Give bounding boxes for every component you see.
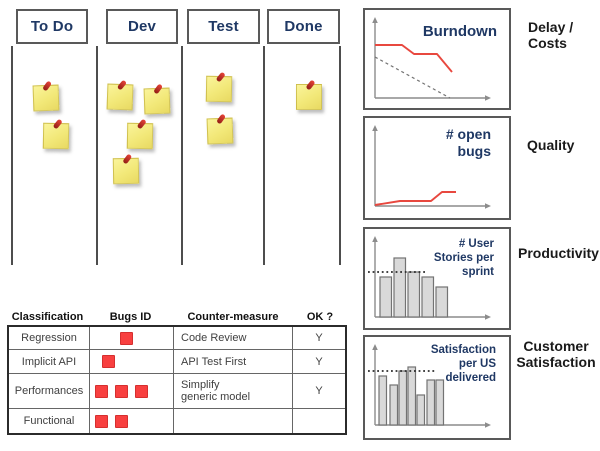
user-stories-chart: # User Stories per sprint <box>363 227 511 330</box>
sticky-note[interactable] <box>205 71 233 103</box>
bug-marker[interactable] <box>95 384 108 398</box>
classification-cell: Performances <box>14 385 84 397</box>
column-header-done: Done <box>267 9 340 44</box>
col-header-counter-measure: Counter-measure <box>187 311 279 323</box>
classification-cell: Implicit API <box>21 355 77 368</box>
chart-title: Burndown <box>422 23 497 40</box>
counter-measure-cell: Code Review <box>173 327 292 349</box>
column-header-dev: Dev <box>106 9 178 44</box>
bug-marker[interactable] <box>95 414 108 428</box>
lane-divider <box>263 46 265 265</box>
pushpin-icon <box>52 118 63 130</box>
lane-divider <box>181 46 183 265</box>
bug-marker[interactable] <box>120 331 133 345</box>
kpi-label-customer-satisfaction: Customer Satisfaction <box>516 338 596 370</box>
sticky-note[interactable] <box>112 153 140 185</box>
pushpin-icon <box>216 113 227 125</box>
col-header-ok: OK ? <box>306 311 334 323</box>
chart-title: # open bugs <box>445 126 491 159</box>
burndown-plot <box>372 17 491 101</box>
burndown-chart: Burndown <box>363 8 511 110</box>
user-stories-plot <box>368 236 491 320</box>
sticky-note[interactable] <box>106 79 134 111</box>
satisfaction-plot <box>368 344 491 428</box>
classification-cell: Regression <box>21 332 77 344</box>
sticky-note[interactable] <box>296 79 322 110</box>
counter-measure-cell: Simplify generic model <box>173 374 292 408</box>
pushpin-icon <box>215 71 226 83</box>
chart-title: # User Stories per sprint <box>433 238 494 278</box>
lane-divider <box>96 46 98 265</box>
chart-title: Satisfaction per US delivered <box>430 344 496 384</box>
ok-cell: Y <box>292 350 345 373</box>
classification-cell: Functional <box>23 415 75 427</box>
ok-cell: Y <box>292 327 345 349</box>
bugs-id-cell <box>89 327 173 349</box>
lane-divider <box>11 46 13 265</box>
sticky-note[interactable] <box>126 118 154 150</box>
pushpin-icon <box>153 83 164 95</box>
counter-measure-cell: API Test First <box>173 350 292 373</box>
kpi-label-productivity: Productivity <box>518 245 599 261</box>
bug-marker[interactable] <box>115 384 128 398</box>
bug-table-header: Classification Bugs ID Counter-measure O… <box>7 311 347 323</box>
sticky-note[interactable] <box>206 113 234 145</box>
col-header-classification: Classification <box>11 311 84 323</box>
kpi-label-delay-costs: Delay / Costs <box>528 19 574 51</box>
bugs-id-cell <box>89 350 173 373</box>
table-row: Implicit API API Test First Y <box>9 349 345 373</box>
kpi-label-quality: Quality <box>527 137 575 153</box>
sticky-note[interactable] <box>32 80 60 112</box>
pushpin-icon <box>305 79 316 91</box>
bug-marker[interactable] <box>115 414 128 428</box>
bug-table: Regression Code Review Y Implicit API AP… <box>7 325 347 435</box>
ok-cell <box>292 409 345 433</box>
open-bugs-chart: # open bugs <box>363 116 511 220</box>
column-header-test: Test <box>187 9 260 44</box>
sticky-note[interactable] <box>42 118 70 150</box>
bug-marker[interactable] <box>102 355 115 368</box>
lane-divider <box>339 46 341 265</box>
pushpin-icon <box>116 79 128 91</box>
bug-marker[interactable] <box>135 384 148 398</box>
table-row: Performances Simplify generic model Y <box>9 373 345 408</box>
table-row: Regression Code Review Y <box>9 327 345 349</box>
ok-cell: Y <box>292 374 345 408</box>
bugs-id-cell <box>89 409 173 433</box>
pushpin-icon <box>136 118 147 130</box>
satisfaction-chart: Satisfaction per US delivered <box>363 335 511 440</box>
pushpin-icon <box>42 80 53 92</box>
pushpin-icon <box>122 153 133 165</box>
counter-measure-cell <box>173 409 292 433</box>
col-header-bugs-id: Bugs ID <box>109 311 152 323</box>
column-header-todo: To Do <box>16 9 88 44</box>
bugs-id-cell <box>89 374 173 408</box>
table-row: Functional <box>9 408 345 433</box>
sticky-note[interactable] <box>143 83 171 115</box>
open-bugs-plot <box>372 125 491 209</box>
